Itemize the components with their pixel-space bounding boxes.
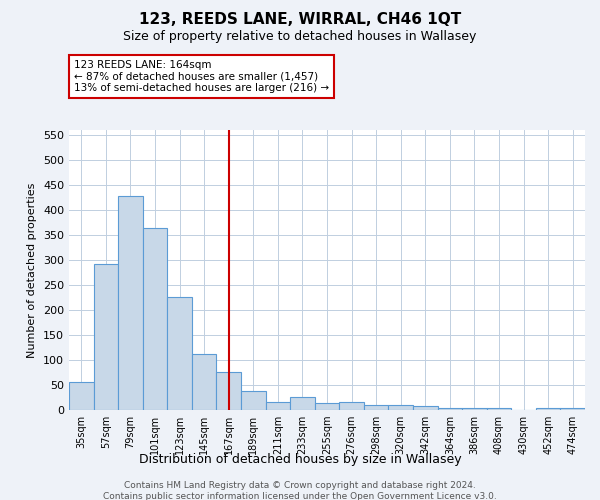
Y-axis label: Number of detached properties: Number of detached properties [28,182,37,358]
Bar [266,402,290,410]
Bar [364,405,388,410]
Bar [192,354,217,410]
Bar [94,264,118,410]
Text: Distribution of detached houses by size in Wallasey: Distribution of detached houses by size … [139,452,461,466]
Bar [462,408,487,410]
Bar [487,408,511,410]
Bar [388,405,413,410]
Bar [413,406,437,410]
Text: 123, REEDS LANE, WIRRAL, CH46 1QT: 123, REEDS LANE, WIRRAL, CH46 1QT [139,12,461,28]
Bar [69,382,94,410]
Bar [167,297,192,410]
Bar [118,196,143,410]
Bar [290,396,315,410]
Text: Size of property relative to detached houses in Wallasey: Size of property relative to detached ho… [124,30,476,43]
Bar [241,391,266,410]
Bar [315,402,339,410]
Bar [143,228,167,410]
Bar [536,408,560,410]
Bar [560,408,585,410]
Bar [217,372,241,410]
Bar [437,408,462,410]
Bar [339,402,364,410]
Text: 123 REEDS LANE: 164sqm
← 87% of detached houses are smaller (1,457)
13% of semi-: 123 REEDS LANE: 164sqm ← 87% of detached… [74,60,329,93]
Text: Contains public sector information licensed under the Open Government Licence v3: Contains public sector information licen… [103,492,497,500]
Text: Contains HM Land Registry data © Crown copyright and database right 2024.: Contains HM Land Registry data © Crown c… [124,481,476,490]
